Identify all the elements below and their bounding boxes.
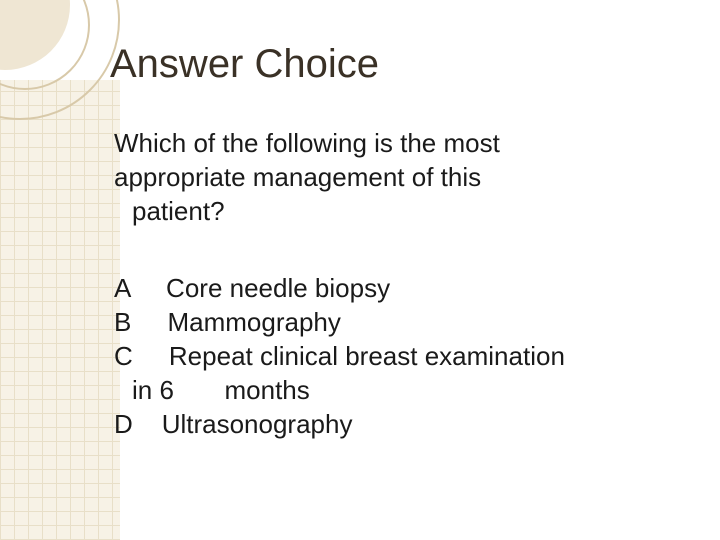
slide-title: Answer Choice [110, 42, 690, 87]
option-letter: C [114, 341, 133, 371]
slide-content: Answer Choice Which of the following is … [0, 0, 720, 441]
option-d: D Ultrasonography [114, 408, 690, 442]
option-c-wrap: in 6 months [114, 374, 690, 408]
option-letter: A [114, 273, 130, 303]
option-c: C Repeat clinical breast examination [114, 340, 690, 374]
option-text: Core needle biopsy [166, 273, 390, 303]
option-letter: B [114, 307, 131, 337]
option-text: Mammography [167, 307, 340, 337]
option-text: Ultrasonography [162, 409, 353, 439]
option-text: Repeat clinical breast examination [169, 341, 565, 371]
question-line: Which of the following is the most [114, 127, 690, 161]
option-b: B Mammography [114, 306, 690, 340]
question-text: Which of the following is the most appro… [110, 127, 690, 228]
answer-options: A Core needle biopsy B Mammography C Rep… [110, 272, 690, 441]
question-line: appropriate management of this [114, 161, 690, 195]
question-line: patient? [114, 195, 225, 229]
option-a: A Core needle biopsy [114, 272, 690, 306]
option-letter: D [114, 409, 133, 439]
